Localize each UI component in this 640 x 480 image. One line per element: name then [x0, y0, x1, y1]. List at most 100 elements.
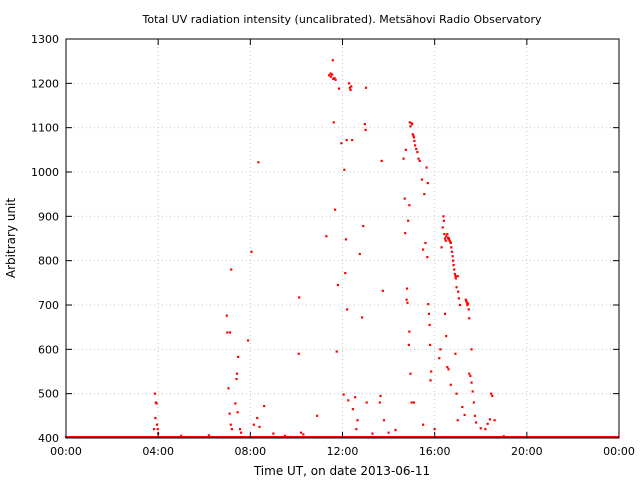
baseline-point [554, 436, 557, 438]
baseline-point [377, 436, 379, 438]
baseline-point [418, 436, 421, 438]
baseline-point [533, 436, 536, 438]
data-point [272, 432, 275, 435]
baseline-point [375, 436, 378, 438]
baseline-point [105, 436, 107, 438]
baseline-point [226, 436, 229, 438]
baseline-point [314, 436, 317, 438]
baseline-point [274, 436, 277, 438]
data-point [408, 121, 411, 124]
baseline-point [509, 436, 512, 438]
baseline-point [407, 436, 410, 438]
data-point [153, 392, 157, 395]
data-point [411, 133, 414, 136]
x-tick-label: 08:00 [234, 445, 266, 458]
baseline-point [137, 436, 139, 438]
data-point [443, 312, 447, 315]
baseline-point [349, 436, 352, 438]
baseline-point [180, 436, 183, 438]
data-point [237, 355, 240, 358]
baseline-point [87, 436, 90, 438]
baseline-point [561, 436, 563, 438]
data-point [466, 303, 469, 307]
baseline-point [116, 436, 119, 438]
data-point [442, 219, 445, 222]
baseline-point [172, 436, 175, 438]
baseline-point [401, 436, 403, 438]
baseline-point [583, 436, 586, 438]
baseline-point [545, 436, 547, 438]
y-tick-label: 700 [38, 299, 59, 312]
baseline-point [370, 436, 373, 438]
baseline-point [189, 436, 192, 438]
baseline-point [181, 436, 184, 438]
baseline-point [391, 436, 394, 438]
data-point [405, 287, 409, 290]
data-point [226, 331, 229, 334]
data-point [433, 428, 436, 431]
data-point [343, 168, 346, 171]
baseline-point [359, 436, 362, 438]
baseline-point [210, 436, 213, 438]
baseline-point [585, 436, 587, 438]
baseline-point [69, 436, 72, 438]
baseline-point [474, 436, 477, 438]
data-point [207, 434, 210, 437]
baseline-point [517, 436, 520, 438]
baseline-point [209, 436, 211, 438]
baseline-point [132, 436, 135, 438]
baseline-point [429, 436, 432, 438]
baseline-point [178, 436, 181, 438]
baseline-point [127, 436, 130, 438]
data-point [415, 147, 418, 151]
data-point [351, 408, 354, 411]
data-point [443, 237, 447, 240]
baseline-point [159, 436, 162, 438]
baseline-point [460, 436, 463, 438]
baseline-point [367, 436, 370, 438]
baseline-point [175, 436, 178, 438]
baseline-point [306, 436, 309, 438]
data-point [257, 161, 260, 164]
x-tick-label: 20:00 [511, 445, 543, 458]
baseline-point [461, 436, 464, 438]
baseline-point [234, 436, 237, 438]
data-point [347, 82, 351, 85]
y-tick-label: 500 [38, 388, 59, 401]
baseline-point [303, 436, 306, 438]
baseline-point [313, 436, 315, 438]
y-tick-label: 800 [38, 255, 59, 268]
baseline-point [564, 436, 567, 438]
data-point [364, 86, 368, 89]
baseline-point [257, 436, 259, 438]
data-point [465, 301, 469, 304]
baseline-point [129, 436, 131, 438]
baseline-point [255, 436, 258, 438]
data-point [408, 204, 411, 207]
baseline-point [469, 436, 472, 438]
data-point [344, 238, 348, 241]
baseline-point [281, 436, 283, 438]
baseline-point [279, 436, 282, 438]
baseline-point [543, 436, 546, 438]
baseline-point [162, 436, 165, 438]
baseline-point [612, 436, 615, 438]
baseline-point [436, 436, 439, 438]
data-point [230, 268, 233, 271]
baseline-point [84, 436, 87, 438]
baseline-point [562, 436, 565, 438]
data-point [465, 300, 468, 303]
baseline-point [327, 436, 330, 438]
baseline-point [522, 436, 525, 438]
grid [66, 39, 619, 438]
baseline-point [565, 436, 568, 438]
data-point [329, 72, 332, 75]
baseline-point [535, 436, 538, 438]
data-point [246, 339, 250, 342]
baseline-point [415, 436, 418, 438]
baseline-point [217, 436, 219, 438]
data-point [283, 434, 286, 437]
baseline-point [498, 436, 501, 438]
baseline-point [305, 436, 307, 438]
baseline-point [447, 436, 450, 438]
